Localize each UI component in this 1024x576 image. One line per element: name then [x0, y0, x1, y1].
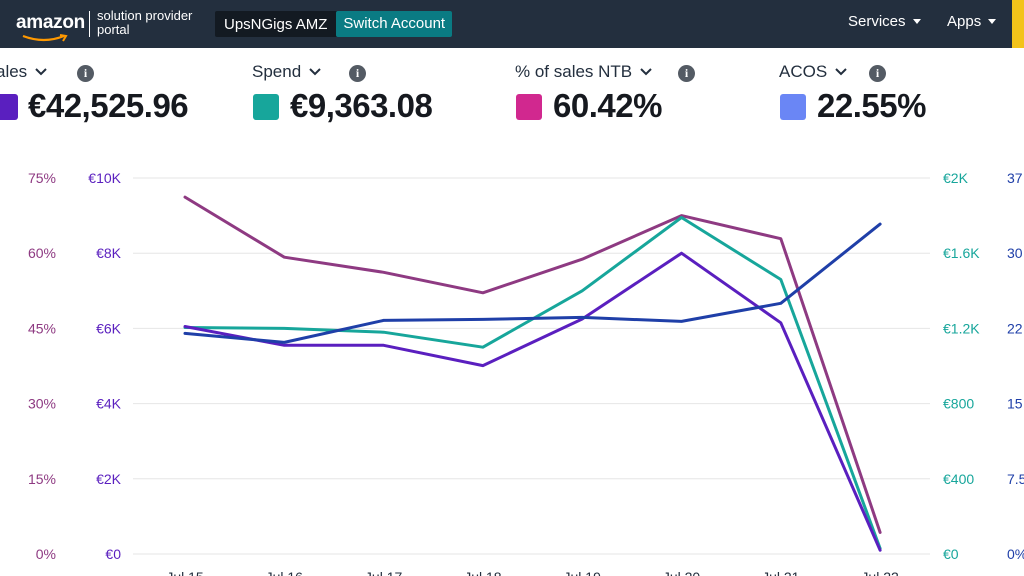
y-axis-tick-label: 60%	[28, 245, 56, 261]
metric-spend-selector[interactable]: Spend	[252, 62, 321, 82]
metric-acos-value: 22.55%	[817, 87, 926, 124]
y-axis-tick-label: €8K	[96, 245, 122, 261]
chevron-down-icon	[35, 68, 47, 76]
info-icon[interactable]: i	[77, 65, 94, 82]
y-axis-tick-label: 15%	[28, 471, 56, 487]
metric-ntb-label: % of sales NTB	[515, 62, 633, 81]
metric-spend-swatch	[253, 94, 279, 120]
apps-menu[interactable]: Apps	[947, 13, 997, 30]
y-axis-tick-label: €6K	[96, 320, 122, 336]
series-line-sales	[183, 251, 882, 552]
y-axis-tick-label: €800	[943, 396, 974, 412]
x-axis-tick-label: Jul 22	[861, 569, 899, 576]
series-line--of-sales-ntb	[183, 195, 882, 534]
y-axis-tick-label: 0%	[1007, 546, 1024, 562]
metric-sales-value: €42,525.96	[28, 87, 189, 124]
y-axis-tick-label: 7.5	[1007, 471, 1024, 487]
metric-ntb-value: 60.42%	[553, 87, 662, 124]
x-axis-tick-label: Jul 16	[266, 569, 304, 576]
logo-divider	[89, 11, 90, 37]
y-axis-tick-label: 30	[1007, 245, 1023, 261]
account-selector: UpsNGigs AMZ Switch Account	[215, 11, 453, 37]
y-axis-tick-label: 22	[1007, 320, 1023, 336]
metric-spend-label: Spend	[252, 62, 302, 81]
metric-spend-value: €9,363.08	[290, 87, 433, 124]
smile-arrow-icon	[22, 34, 68, 42]
metric-acos-selector[interactable]: ACOS	[779, 62, 847, 82]
metric-ntb-selector[interactable]: % of sales NTB	[515, 62, 652, 82]
y-axis-tick-label: €0	[105, 546, 121, 562]
series-line-spend	[183, 216, 882, 550]
x-axis-tick-label: Jul 17	[365, 569, 403, 576]
info-icon[interactable]: i	[869, 65, 886, 82]
apps-menu-label: Apps	[947, 13, 982, 30]
x-axis-tick-label: Jul 15	[166, 569, 204, 576]
x-axis-tick-label: Jul 21	[762, 569, 800, 576]
y-axis-tick-label: €1.6K	[943, 245, 980, 261]
y-axis-tick-label: €2K	[96, 471, 122, 487]
metric-sales-selector[interactable]: ales	[0, 62, 47, 82]
account-name: UpsNGigs AMZ	[224, 15, 328, 33]
y-axis-tick-label: €400	[943, 471, 974, 487]
chevron-down-icon	[988, 19, 997, 24]
switch-account-button[interactable]: Switch Account	[336, 11, 453, 37]
y-axis-tick-label: €4K	[96, 396, 122, 412]
y-axis-tick-label: 30%	[28, 396, 56, 412]
y-axis-tick-label: €10K	[88, 170, 121, 186]
y-axis-tick-label: 0%	[36, 546, 56, 562]
amazon-logo[interactable]: amazon	[16, 10, 85, 42]
accent-strip	[1012, 0, 1024, 48]
y-axis-tick-label: 15	[1007, 396, 1023, 412]
y-axis-tick-label: €2K	[943, 170, 969, 186]
x-axis-tick-label: Jul 20	[663, 569, 701, 576]
logo-subtitle: solution provider portal	[97, 8, 193, 37]
y-axis-tick-label: 75%	[28, 170, 56, 186]
metric-sales-swatch	[0, 94, 18, 120]
x-axis-tick-label: Jul 19	[564, 569, 602, 576]
y-axis-tick-label: €1.2K	[943, 320, 980, 336]
logo-text: amazon	[16, 12, 85, 33]
top-navigation-bar: amazon solution provider portal UpsNGigs…	[0, 0, 1012, 48]
metric-ntb-swatch	[516, 94, 542, 120]
performance-line-chart: 75% 60% 45% 30% 15% 0% €10K €8K €6K €4K €2K €0 €2K €1…	[28, 170, 1024, 576]
services-menu[interactable]: Services	[848, 13, 921, 30]
info-icon[interactable]: i	[349, 65, 366, 82]
info-icon[interactable]: i	[678, 65, 695, 82]
metric-acos-swatch	[780, 94, 806, 120]
chevron-down-icon	[912, 19, 921, 24]
y-axis-tick-label: €0	[943, 546, 959, 562]
services-menu-label: Services	[848, 13, 906, 30]
y-axis-tick-label: 37	[1007, 170, 1023, 186]
chevron-down-icon	[835, 68, 847, 76]
x-axis-tick-label: Jul 18	[464, 569, 502, 576]
series-line-acos	[183, 222, 882, 344]
metric-sales-label: ales	[0, 62, 28, 81]
chevron-down-icon	[640, 68, 652, 76]
y-axis-tick-label: 45%	[28, 320, 56, 336]
metric-acos-label: ACOS	[779, 62, 828, 81]
chevron-down-icon	[309, 68, 321, 76]
